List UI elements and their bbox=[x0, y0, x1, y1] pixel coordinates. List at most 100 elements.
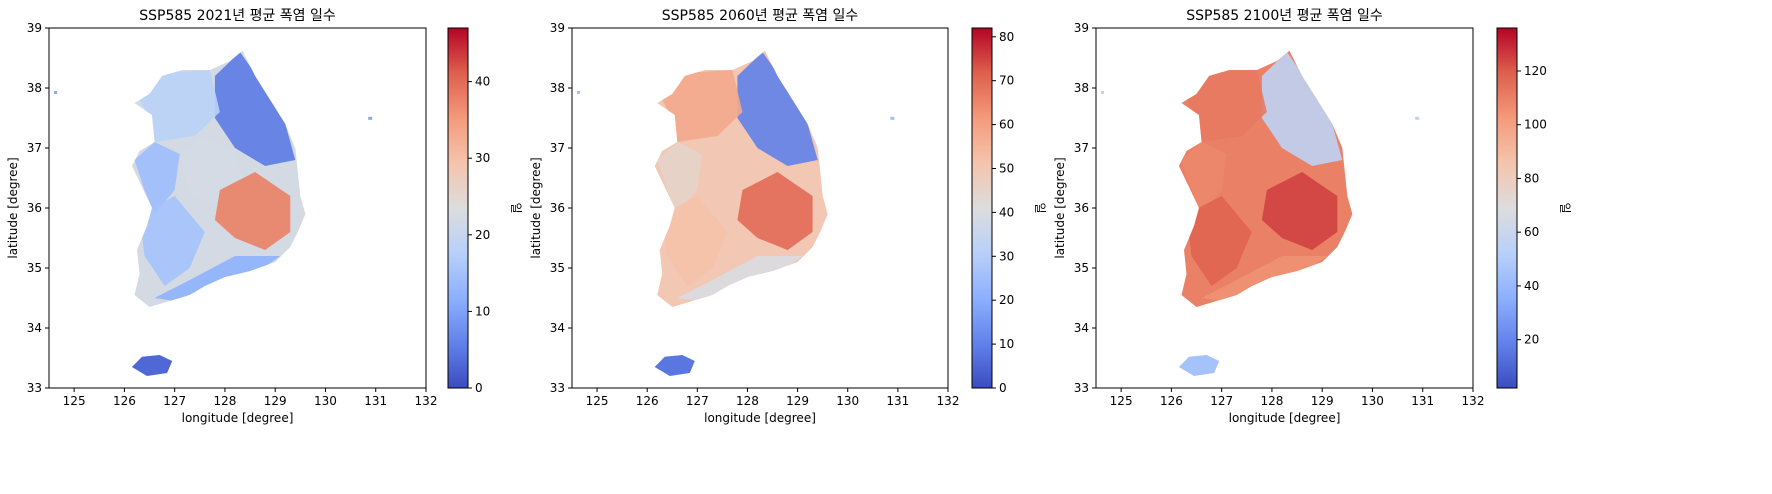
y-tick-label: 33 bbox=[1074, 381, 1089, 395]
colorbar-tick-label: 60 bbox=[999, 118, 1014, 132]
region-south-coast bbox=[677, 256, 803, 301]
colorbar-tick-label: 60 bbox=[1524, 225, 1539, 239]
x-tick-label: 127 bbox=[686, 394, 709, 408]
island-ulleungdo bbox=[1415, 116, 1420, 120]
region-layer bbox=[134, 52, 296, 301]
colorbar-tick-label: 40 bbox=[999, 205, 1014, 219]
region-layer bbox=[1181, 52, 1343, 301]
region-layer bbox=[657, 52, 818, 301]
y-tick-label: 34 bbox=[1074, 321, 1089, 335]
colorbar-tick-label: 40 bbox=[1524, 279, 1539, 293]
x-tick-label: 132 bbox=[1462, 394, 1485, 408]
region-northeast-mountains bbox=[737, 52, 818, 166]
chart-panel-2: 125 126 127 128 129 130 131 132 33 34 35 36 37 38 39 SS… bbox=[529, 8, 1047, 425]
y-tick-label: 33 bbox=[27, 381, 42, 395]
region-southwest bbox=[139, 196, 205, 286]
y-tick-label: 35 bbox=[1074, 261, 1089, 275]
region-jeju bbox=[654, 355, 695, 376]
x-tick-label: 130 bbox=[836, 394, 859, 408]
colorbar-tick-label: 10 bbox=[999, 337, 1014, 351]
x-tick-label: 128 bbox=[213, 394, 236, 408]
y-tick-label: 33 bbox=[550, 381, 565, 395]
x-tick-label: 128 bbox=[1260, 394, 1283, 408]
x-tick-label: 129 bbox=[264, 394, 287, 408]
y-tick-label: 36 bbox=[1074, 201, 1089, 215]
chart-title: SSP585 2060년 평균 폭염 일수 bbox=[662, 8, 859, 24]
colorbar-tick-label: 70 bbox=[999, 74, 1014, 88]
region-jeju bbox=[131, 355, 173, 376]
colorbar-tick-label: 30 bbox=[475, 151, 490, 165]
x-tick-label: 128 bbox=[736, 394, 759, 408]
x-tick-label: 127 bbox=[1210, 394, 1233, 408]
colorbar-tick-label: 30 bbox=[999, 249, 1014, 263]
x-axis-label: longitude [degree] bbox=[704, 411, 816, 425]
y-tick-label: 36 bbox=[550, 201, 565, 215]
region-northwest-plains bbox=[662, 70, 743, 142]
x-tick-label: 129 bbox=[1311, 394, 1334, 408]
island-west bbox=[54, 91, 58, 94]
y-tick-label: 37 bbox=[27, 141, 42, 155]
region-northwest-plains bbox=[139, 70, 220, 142]
y-tick-label: 38 bbox=[550, 81, 565, 95]
colorbar bbox=[971, 27, 993, 389]
y-axis-label: latitude [degree] bbox=[1053, 157, 1067, 258]
colorbar-tick-label: 40 bbox=[475, 75, 490, 89]
chart-panel-3: 125 126 127 128 129 130 131 132 33 34 35 36 37 38 39 SS… bbox=[1053, 8, 1572, 425]
island-west bbox=[577, 91, 581, 94]
region-northeast-mountains bbox=[1261, 52, 1343, 166]
x-axis-label: longitude [degree] bbox=[1229, 411, 1341, 425]
colorbar bbox=[447, 27, 469, 389]
region-west-coast bbox=[134, 142, 180, 214]
colorbar-tick-label: 80 bbox=[1524, 171, 1539, 185]
y-tick-label: 35 bbox=[550, 261, 565, 275]
colorbar-tick-label: 80 bbox=[999, 30, 1014, 44]
colorbar-label: 일 bbox=[1033, 202, 1047, 213]
x-tick-label: 125 bbox=[1110, 394, 1133, 408]
y-axis-label: latitude [degree] bbox=[6, 157, 20, 258]
region-southeast-basin bbox=[737, 172, 813, 250]
chart-panel-1: 125 126 127 128 129 130 131 132 33 34 35 36 37 38 39 SS… bbox=[6, 8, 523, 425]
region-southeast-basin bbox=[1261, 172, 1338, 250]
x-tick-label: 129 bbox=[786, 394, 809, 408]
region-south-coast bbox=[154, 256, 281, 301]
y-tick-label: 37 bbox=[550, 141, 565, 155]
chart-title: SSP585 2021년 평균 폭염 일수 bbox=[139, 8, 336, 24]
y-tick-label: 38 bbox=[27, 81, 42, 95]
colorbar-tick-label: 20 bbox=[1524, 333, 1539, 347]
y-tick-label: 38 bbox=[1074, 81, 1089, 95]
x-tick-label: 131 bbox=[1411, 394, 1434, 408]
x-tick-label: 126 bbox=[1160, 394, 1183, 408]
x-tick-label: 131 bbox=[886, 394, 909, 408]
region-southwest bbox=[662, 196, 728, 286]
x-tick-label: 127 bbox=[163, 394, 186, 408]
region-southeast-basin bbox=[214, 172, 291, 250]
chart-title: SSP585 2100년 평균 폭염 일수 bbox=[1186, 8, 1383, 24]
x-tick-label: 126 bbox=[113, 394, 136, 408]
y-tick-label: 37 bbox=[1074, 141, 1089, 155]
y-tick-label: 34 bbox=[27, 321, 42, 335]
region-west-coast bbox=[1181, 142, 1227, 214]
region-southwest bbox=[1186, 196, 1252, 286]
y-tick-label: 34 bbox=[550, 321, 565, 335]
x-tick-label: 130 bbox=[314, 394, 337, 408]
island-west bbox=[1101, 91, 1105, 94]
colorbar-tick-label: 20 bbox=[999, 293, 1014, 307]
colorbar bbox=[1496, 27, 1518, 389]
island-ulleungdo bbox=[890, 116, 895, 120]
x-tick-label: 125 bbox=[63, 394, 86, 408]
island-ulleungdo bbox=[368, 116, 373, 120]
region-west-coast bbox=[657, 142, 703, 214]
region-south-coast bbox=[1201, 256, 1328, 301]
colorbar-label: 일 bbox=[509, 202, 523, 213]
colorbar-tick-label: 10 bbox=[475, 304, 490, 318]
colorbar-tick-label: 120 bbox=[1524, 64, 1547, 78]
colorbar-tick-label: 50 bbox=[999, 161, 1014, 175]
y-axis-label: latitude [degree] bbox=[529, 157, 543, 258]
region-northwest-plains bbox=[1186, 70, 1267, 142]
colorbar-tick-label: 0 bbox=[475, 381, 483, 395]
region-northeast-mountains bbox=[214, 52, 296, 166]
colorbar-label: 일 bbox=[1558, 202, 1572, 213]
y-tick-label: 39 bbox=[1074, 21, 1089, 35]
